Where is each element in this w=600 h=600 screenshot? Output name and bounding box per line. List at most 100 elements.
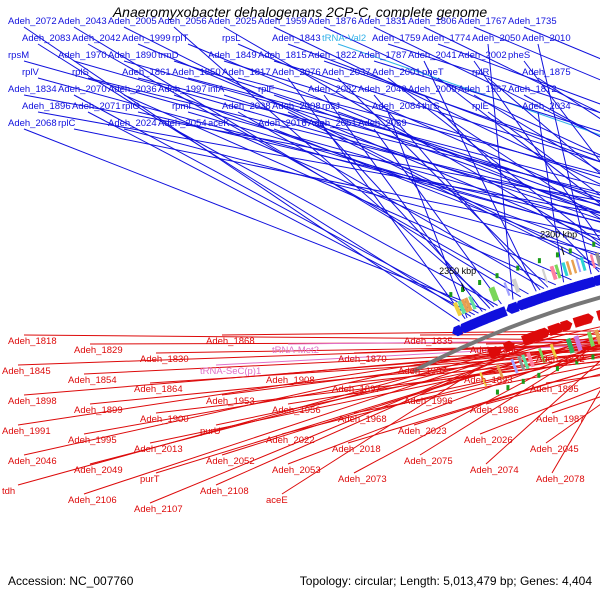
gene-label: Adeh_1818 — [8, 336, 57, 347]
gene-label: Adeh_2041 — [408, 50, 457, 61]
forward-rna-marker — [537, 258, 541, 264]
gene-label: pheS — [508, 50, 530, 61]
leader-line — [353, 342, 600, 354]
leader-line — [73, 128, 600, 237]
leader-line — [473, 60, 600, 241]
gene-label: Adeh_1899 — [74, 405, 123, 416]
gene-label: Adeh_2107 — [134, 504, 183, 515]
forward-cds-arrow — [459, 319, 475, 334]
gene-label: Adeh_1868 — [206, 336, 255, 347]
forward-cog-block — [511, 278, 521, 293]
leader-line — [187, 111, 600, 233]
reverse-cog-block — [521, 354, 530, 370]
gene-label: Adeh_1849 — [208, 50, 257, 61]
gene-label: Adeh_1908 — [266, 375, 315, 386]
gene-label: Adeh_2037 — [322, 67, 371, 78]
leader-line — [237, 111, 545, 290]
reverse-rna-marker — [506, 385, 510, 391]
leader-line — [123, 26, 600, 267]
gene-label: rpsL — [222, 33, 240, 44]
gene-label: Adeh_2075 — [404, 456, 453, 467]
reverse-cds-arrow — [521, 333, 535, 346]
gene-label: Adeh_2046 — [8, 456, 57, 467]
gene-label: aceK — [208, 118, 230, 129]
leader-line — [273, 60, 600, 163]
leader-line — [23, 26, 460, 322]
gene-label: rplS — [72, 67, 89, 78]
leader-line — [273, 128, 600, 258]
leader-line — [323, 128, 491, 309]
scale-tick — [461, 283, 466, 292]
forward-cog-block — [452, 301, 463, 317]
forward-cog-block — [549, 265, 558, 281]
gene-label: Adeh_2040 — [358, 84, 407, 95]
gene-label: Adeh_1875 — [522, 67, 571, 78]
reverse-cog-block — [549, 343, 558, 359]
leader-line — [73, 94, 479, 314]
reverse-cog-block — [479, 371, 488, 387]
gene-label: Adeh_2023 — [398, 426, 447, 437]
gene-label: Adeh_1850 — [172, 67, 221, 78]
gene-label: Adeh_2034 — [522, 101, 571, 112]
gene-label: Adeh_1817 — [222, 67, 271, 78]
gene-label: Adeh_1806 — [408, 16, 457, 27]
gene-label: tdh — [2, 486, 15, 497]
forward-cog-block — [575, 258, 582, 273]
leader-line — [537, 43, 592, 275]
leader-line — [387, 111, 468, 319]
gene-label: Adeh_1968 — [338, 414, 387, 425]
gene-label: Adeh_1996 — [404, 396, 453, 407]
gene-label: Adeh_1907 — [398, 366, 447, 377]
forward-cog-block — [570, 259, 578, 274]
forward-cog-block — [561, 262, 569, 277]
gene-label: Adeh_1834 — [8, 84, 57, 95]
gene-label: Adeh_1997 — [158, 84, 207, 95]
leader-line — [423, 94, 600, 273]
scale-tick-label: 2300 kbp — [540, 230, 577, 240]
leader-line — [423, 26, 600, 114]
leader-line — [373, 128, 502, 305]
gene-label: Adeh_1835 — [404, 336, 453, 347]
gene-label: Adeh_2076 — [272, 67, 321, 78]
leader-line — [537, 77, 600, 120]
forward-cds-arrow — [538, 289, 556, 303]
leader-line — [287, 111, 600, 270]
leader-line — [223, 94, 600, 220]
leader-line — [73, 60, 600, 213]
forward-cds-arrow — [452, 324, 464, 337]
gene-label: Adeh_1953 — [206, 396, 255, 407]
leader-line — [89, 330, 600, 465]
reverse-rna-marker — [555, 366, 559, 372]
gene-label: Adeh_2071 — [72, 101, 121, 112]
gene-label: Adeh_1831 — [358, 16, 407, 27]
leader-line — [221, 346, 600, 396]
leader-line — [281, 353, 600, 435]
leader-line — [137, 111, 600, 223]
leader-line — [473, 26, 600, 81]
forward-cog-block — [460, 298, 470, 313]
gene-label: Adeh_1870 — [338, 354, 387, 365]
forward-cog-block — [457, 300, 467, 315]
forward-cog-block — [468, 295, 477, 310]
leader-line — [287, 344, 600, 465]
forward-cog-block — [554, 264, 562, 279]
gene-label: Adeh_1900 — [140, 414, 189, 425]
leader-line — [215, 344, 600, 426]
leader-line — [149, 353, 600, 384]
leader-line — [437, 43, 600, 105]
forward-cds-arrow — [515, 298, 528, 311]
forward-rna-marker — [461, 287, 465, 293]
reverse-rna-marker — [591, 354, 595, 360]
gene-label: Adeh_2026 — [464, 435, 513, 446]
reverse-cds-arrow — [502, 340, 515, 353]
leader-line — [273, 94, 600, 213]
leader-line — [423, 60, 537, 292]
leader-line — [485, 360, 600, 465]
reverse-cds-arrow — [572, 315, 588, 328]
leader-line — [89, 353, 600, 405]
leader-line — [73, 26, 521, 298]
leader-line — [215, 348, 524, 486]
gene-label: Adeh_2069 — [358, 118, 407, 129]
gene-label: Adeh_1895 — [530, 384, 579, 395]
leader-line — [155, 360, 600, 414]
